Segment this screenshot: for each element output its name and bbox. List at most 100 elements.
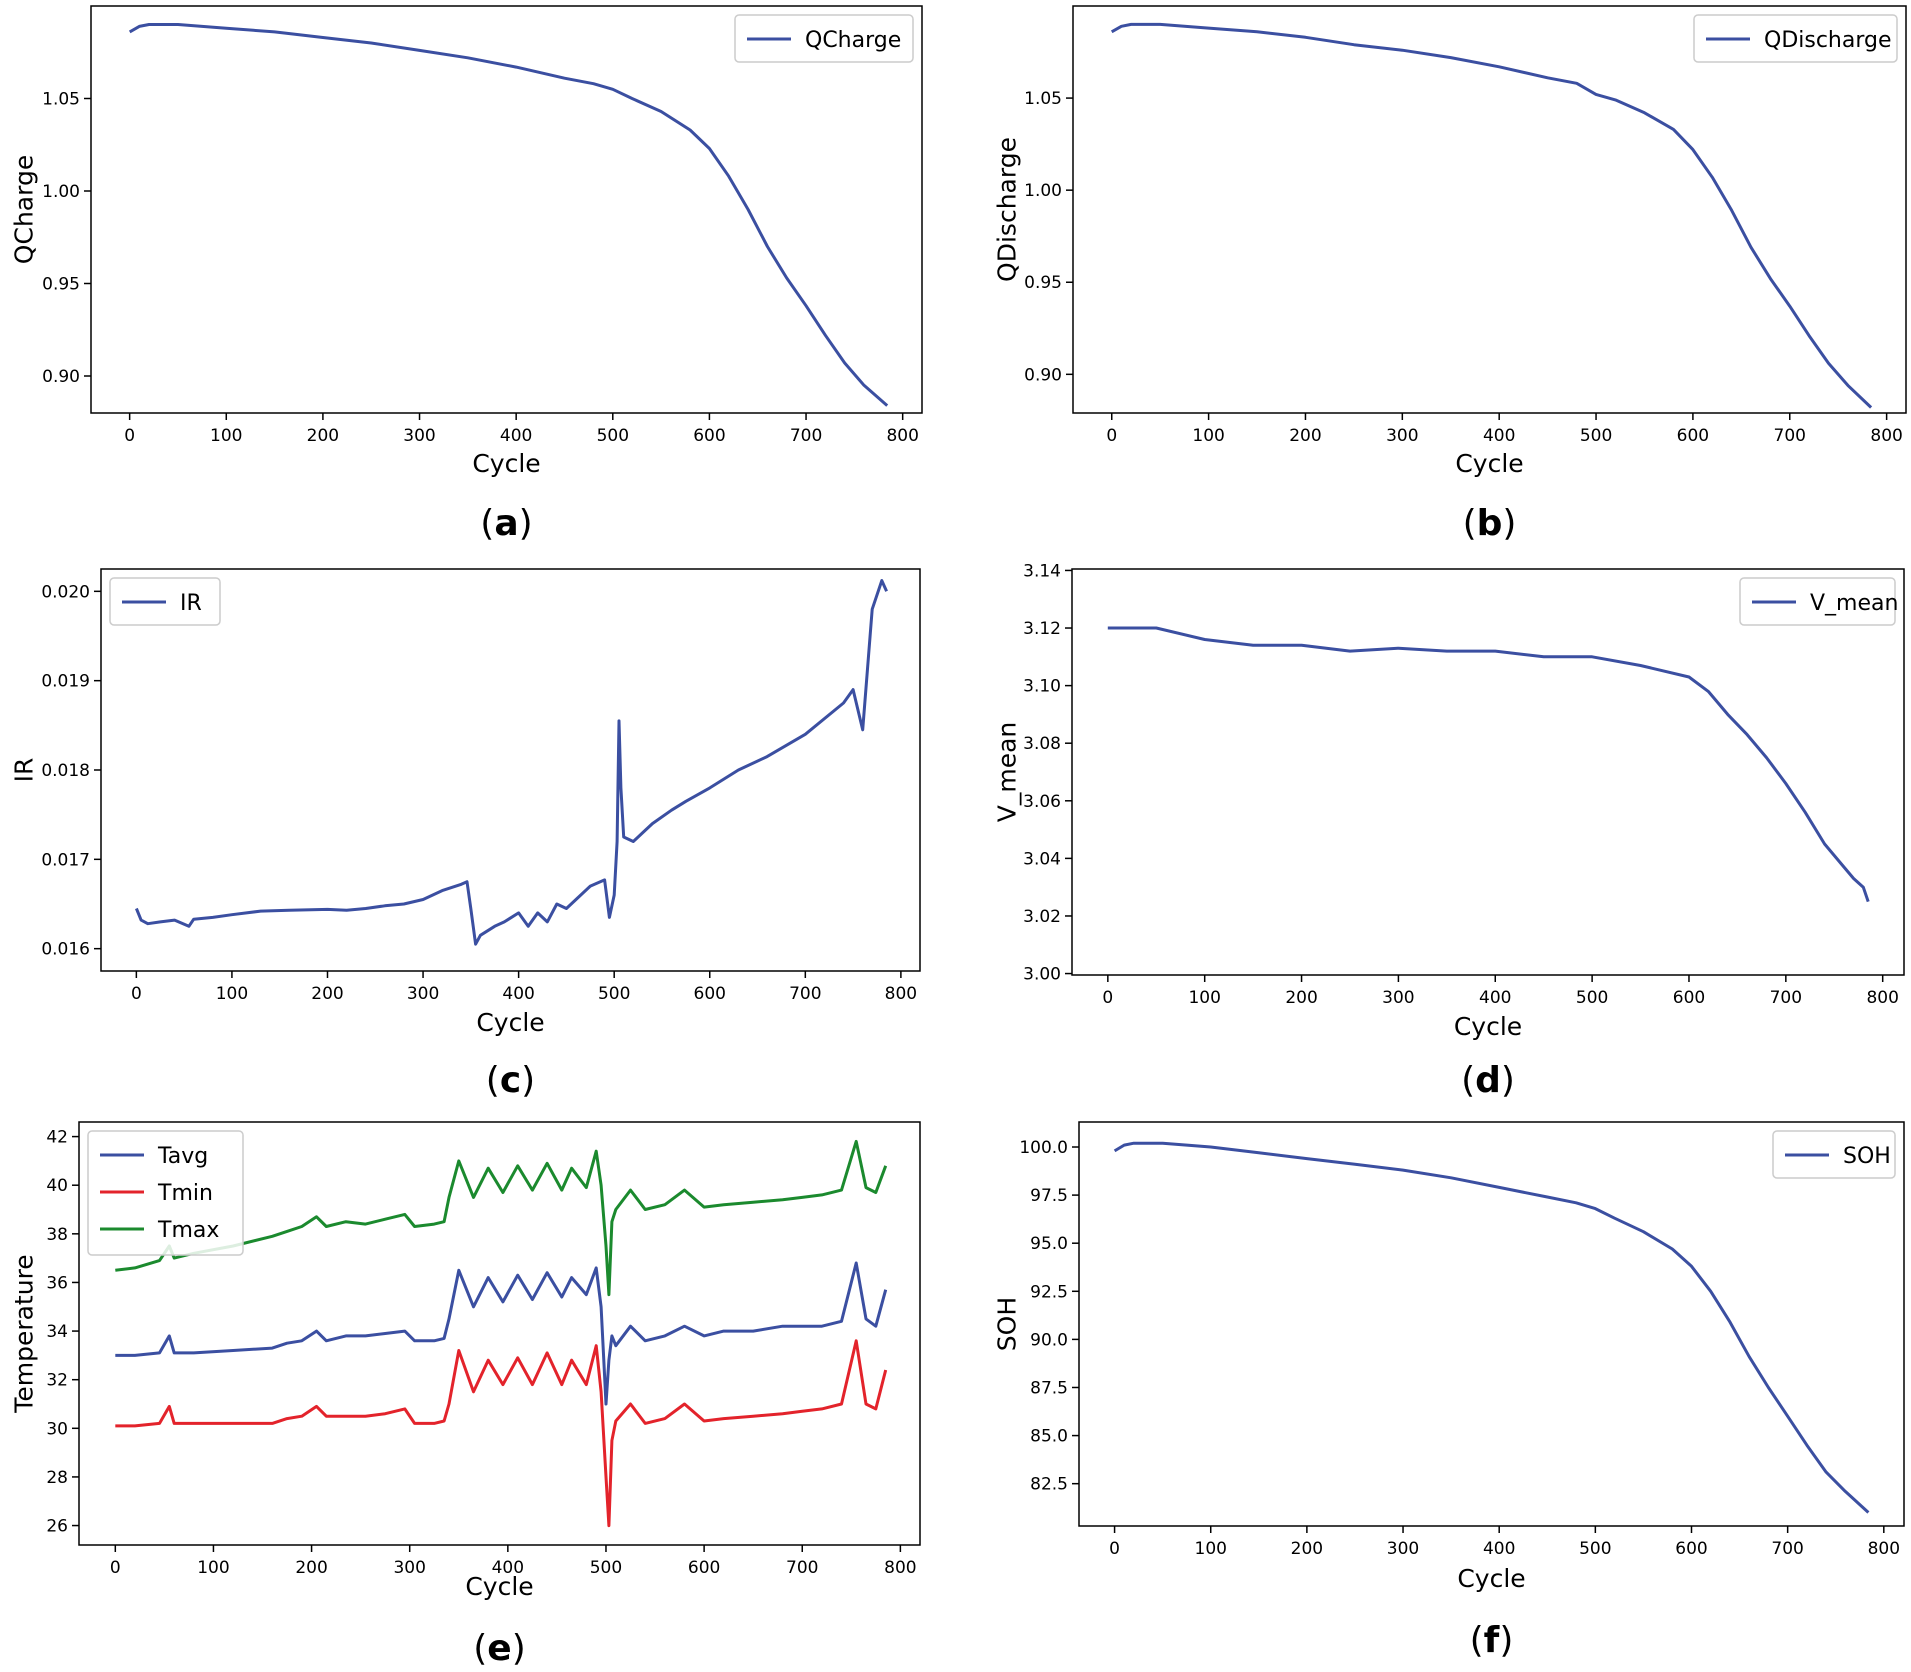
y-axis-label-b: QDischarge (993, 137, 1022, 282)
legend-label-a-0: QCharge (805, 28, 901, 53)
y-tick-label-f-4: 92.5 (1030, 1282, 1068, 1302)
series-line-f-0 (1113, 1141, 1870, 1514)
legend-box-f (1772, 1130, 1896, 1179)
x-axis-label-a: Cycle (472, 449, 540, 478)
legend-label-e-2: Tmax (157, 1218, 219, 1243)
x-tick-label-e-6: 600 (688, 1558, 720, 1578)
series-line-d-0 (1107, 626, 1870, 903)
x-tick-label-b-0: 0 (1106, 426, 1117, 446)
chart-panel-f: 0 100 200 300 400 500 600 700 800 82.5 85.0 87.5 90.… (993, 1121, 1905, 1661)
y-tick-label-d-4: 3.08 (1023, 734, 1061, 754)
y-tick-label-d-5: 3.10 (1023, 677, 1061, 697)
x-tick-label-f-2: 200 (1291, 1539, 1323, 1559)
x-axis-label-e: Cycle (465, 1572, 533, 1601)
y-tick-label-b-0: 0.90 (1024, 365, 1062, 385)
y-tick-label-b-1: 0.95 (1024, 273, 1062, 293)
axes-frame-c (100, 568, 921, 972)
series-line-e-0 (115, 1261, 888, 1406)
legend-box-b (1693, 14, 1898, 63)
y-tick-label-d-6: 3.12 (1023, 619, 1061, 639)
y-tick-label-f-3: 90.0 (1030, 1330, 1068, 1350)
y-tick-label-d-3: 3.06 (1023, 792, 1061, 812)
y-tick-label-e-7: 40 (46, 1176, 68, 1196)
x-tick-label-b-2: 200 (1289, 426, 1321, 446)
x-tick-label-c-7: 700 (789, 984, 821, 1004)
x-tick-label-b-1: 100 (1192, 426, 1224, 446)
legend-label-d-0: V_mean (1810, 591, 1898, 616)
y-tick-label-e-6: 38 (46, 1225, 68, 1245)
x-tick-label-a-1: 100 (210, 426, 242, 446)
y-tick-label-f-7: 100.0 (1019, 1138, 1068, 1158)
axes-frame-a (90, 5, 923, 414)
axes-frame-d (1071, 568, 1905, 976)
x-tick-label-d-2: 200 (1285, 988, 1317, 1008)
chart-panel-e: 0 100 200 300 400 500 600 700 800 26 28 30 32 34 36 38 4… (10, 1121, 921, 1669)
axes-frame-f (1078, 1121, 1905, 1527)
x-tick-label-e-8: 800 (884, 1558, 916, 1578)
panel-caption-a: (a) (480, 503, 532, 544)
y-tick-label-c-2: 0.018 (41, 761, 90, 781)
panel-caption-d: (d) (1461, 1060, 1515, 1101)
y-axis-label-a: QCharge (10, 155, 39, 264)
x-tick-label-c-2: 200 (311, 984, 343, 1004)
legend-label-c-0: IR (180, 591, 202, 616)
x-tick-label-a-6: 600 (693, 426, 725, 446)
y-tick-label-e-5: 36 (46, 1273, 68, 1293)
x-tick-label-f-4: 400 (1483, 1539, 1515, 1559)
x-tick-label-d-6: 600 (1673, 988, 1705, 1008)
y-tick-label-e-4: 34 (46, 1322, 68, 1342)
x-tick-label-c-5: 500 (598, 984, 630, 1004)
axes-frame-e (78, 1121, 921, 1546)
x-tick-label-e-7: 700 (786, 1558, 818, 1578)
legend-b: QDischarge (1693, 14, 1898, 63)
y-tick-label-f-2: 87.5 (1030, 1378, 1068, 1398)
y-axis-label-d: V_mean (993, 722, 1022, 823)
x-tick-label-d-8: 800 (1866, 988, 1898, 1008)
y-tick-label-c-3: 0.019 (41, 672, 90, 692)
x-tick-label-a-5: 500 (597, 426, 629, 446)
x-tick-label-b-3: 300 (1386, 426, 1418, 446)
x-tick-label-d-3: 300 (1382, 988, 1414, 1008)
series-line-b-0 (1110, 22, 1873, 409)
x-tick-label-e-4: 400 (492, 1558, 524, 1578)
legend-box-e (87, 1130, 244, 1256)
x-tick-label-b-4: 400 (1483, 426, 1515, 446)
y-axis-label-e: Temperature (10, 1254, 39, 1413)
x-tick-label-c-8: 800 (885, 984, 917, 1004)
y-tick-label-a-0: 0.90 (42, 367, 80, 387)
x-axis-label-b: Cycle (1455, 449, 1523, 478)
y-tick-label-f-0: 82.5 (1030, 1475, 1068, 1495)
x-axis-label-d: Cycle (1454, 1012, 1522, 1041)
y-tick-label-c-0: 0.016 (41, 940, 90, 960)
series-line-c-0 (135, 579, 888, 946)
x-tick-label-c-6: 600 (694, 984, 726, 1004)
x-axis-label-f: Cycle (1457, 1564, 1525, 1593)
y-tick-label-a-2: 1.00 (42, 182, 80, 202)
panel-caption-e: (e) (473, 1628, 526, 1669)
y-tick-label-d-1: 3.02 (1023, 907, 1061, 927)
x-tick-label-a-8: 800 (886, 426, 918, 446)
series-line-e-1 (115, 1339, 888, 1528)
x-tick-label-f-7: 700 (1771, 1539, 1803, 1559)
x-axis-label-c: Cycle (476, 1008, 544, 1037)
y-tick-label-a-1: 0.95 (42, 275, 80, 295)
y-axis-label-f: SOH (993, 1297, 1022, 1351)
chart-panel-a: 0 100 200 300 400 500 600 700 800 0.90 0.95 1.00 1.0… (10, 5, 923, 544)
y-tick-label-e-0: 26 (46, 1517, 68, 1537)
axes-frame-b (1072, 5, 1907, 414)
x-tick-label-f-8: 800 (1868, 1539, 1900, 1559)
legend-f: SOH (1772, 1130, 1896, 1179)
panel-caption-b: (b) (1463, 503, 1517, 544)
series-line-e-2 (115, 1139, 888, 1297)
x-tick-label-d-1: 100 (1188, 988, 1220, 1008)
y-tick-label-f-1: 85.0 (1030, 1427, 1068, 1447)
x-tick-label-f-1: 100 (1195, 1539, 1227, 1559)
x-tick-label-a-2: 200 (307, 426, 339, 446)
y-tick-label-c-1: 0.017 (41, 850, 90, 870)
x-tick-label-c-1: 100 (216, 984, 248, 1004)
chart-panel-c: 0 100 200 300 400 500 600 700 800 0.016 0.017 0.018… (10, 568, 921, 1101)
panel-caption-f: (f) (1470, 1620, 1514, 1661)
legend-label-b-0: QDischarge (1764, 28, 1892, 53)
x-tick-label-c-3: 300 (407, 984, 439, 1004)
y-tick-label-d-7: 3.14 (1023, 561, 1061, 581)
